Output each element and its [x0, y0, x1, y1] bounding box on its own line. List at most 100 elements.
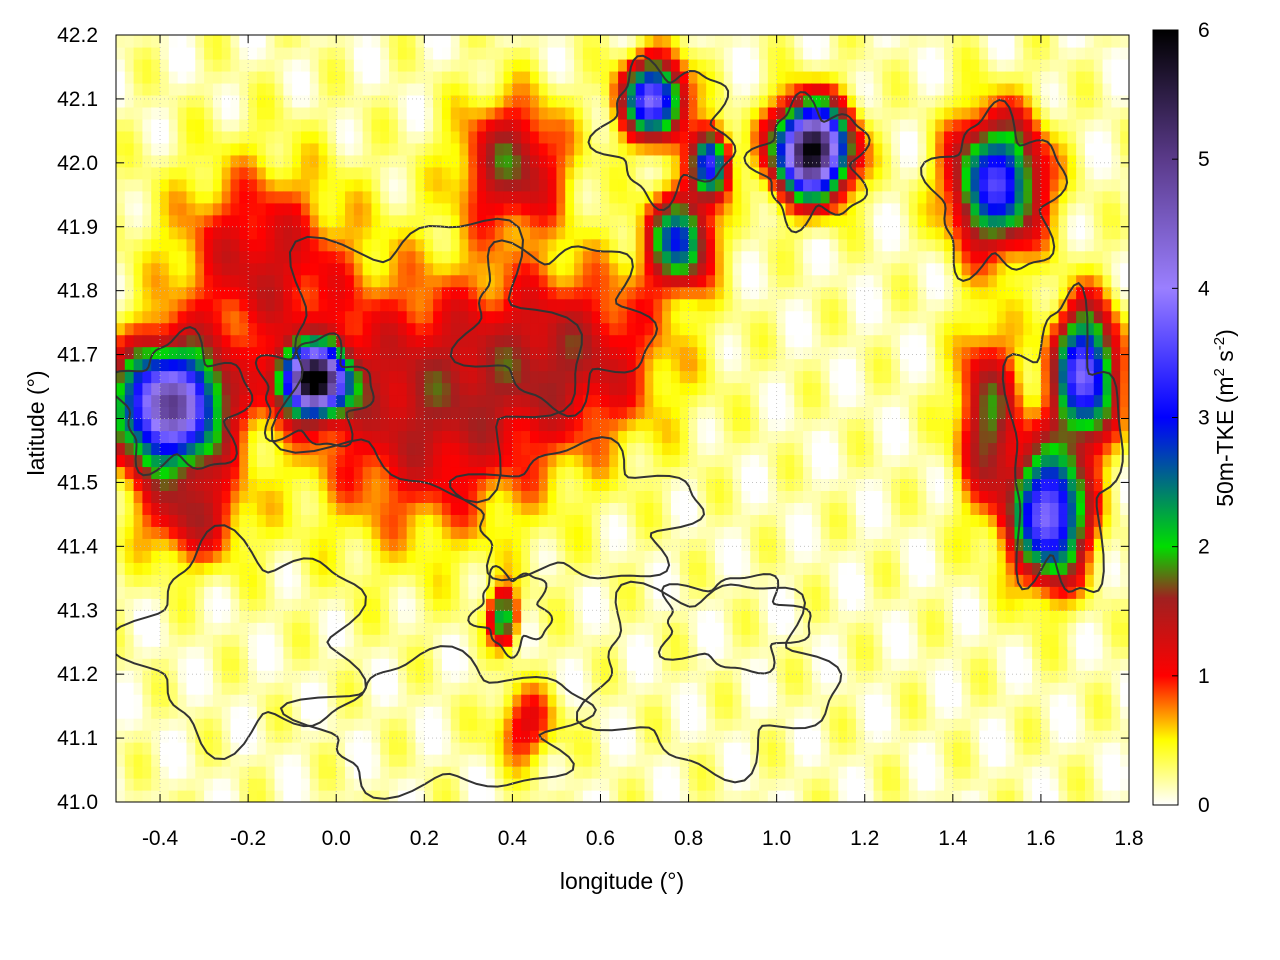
field-cell: [556, 58, 566, 72]
field-cell: [503, 766, 513, 779]
field-cell: [230, 82, 240, 96]
field-cell: [635, 82, 646, 96]
field-cell: [714, 142, 725, 156]
field-cell: [794, 550, 804, 563]
field-cell: [750, 766, 760, 779]
field-cell: [309, 262, 320, 276]
field-cell: [309, 382, 320, 396]
field-cell: [635, 58, 646, 72]
field-cell: [212, 658, 223, 671]
field-cell: [397, 466, 408, 480]
field-cell: [283, 466, 293, 480]
field-cell: [212, 250, 223, 264]
field-cell: [186, 526, 196, 539]
field-cell: [160, 82, 170, 96]
field-cell: [124, 118, 135, 132]
field-cell: [371, 526, 381, 539]
field-cell: [547, 130, 558, 144]
field-cell: [767, 274, 778, 288]
field-cell: [644, 142, 654, 156]
field-cell: [697, 142, 707, 156]
field-cell: [177, 682, 188, 695]
field-cell: [116, 310, 126, 324]
field-cell: [168, 754, 179, 767]
field-cell: [248, 778, 258, 791]
field-cell: [662, 310, 672, 324]
field-cell: [186, 166, 196, 180]
field-cell: [547, 442, 558, 456]
field-cell: [274, 322, 284, 336]
field-cell: [256, 430, 267, 444]
field-cell: [494, 742, 505, 755]
field-cell: [265, 346, 276, 360]
field-cell: [265, 562, 276, 575]
field-cell: [750, 154, 760, 168]
field-cell: [618, 610, 628, 623]
field-cell: [195, 526, 205, 539]
field-cell: [741, 430, 751, 444]
field-cell: [750, 610, 760, 623]
field-cell: [274, 526, 284, 539]
field-cell: [565, 550, 575, 563]
field-cell: [406, 238, 417, 252]
field-cell: [714, 154, 725, 168]
field-cell: [494, 778, 505, 791]
field-cell: [380, 622, 390, 635]
field-cell: [688, 778, 698, 791]
field-cell: [204, 178, 214, 192]
field-cell: [124, 622, 135, 635]
field-cell: [160, 202, 170, 216]
field-cell: [362, 430, 373, 444]
field-cell: [618, 550, 628, 563]
field-cell: [318, 190, 329, 204]
field-cell: [265, 430, 276, 444]
field-cell: [794, 490, 804, 503]
field-cell: [477, 502, 487, 515]
field-cell: [547, 94, 558, 108]
field-cell: [618, 706, 628, 719]
field-cell: [397, 94, 408, 108]
field-cell: [776, 250, 787, 264]
field-cell: [415, 490, 425, 503]
field-cell: [485, 670, 496, 683]
field-cell: [688, 634, 698, 647]
field-cell: [644, 274, 654, 288]
field-cell: [283, 478, 293, 491]
field-cell: [212, 778, 223, 791]
field-cell: [468, 718, 478, 731]
field-cell: [353, 670, 364, 683]
field-cell: [274, 130, 284, 144]
field-cell: [327, 58, 337, 72]
field-cell: [212, 682, 223, 695]
field-cell: [512, 382, 522, 396]
field-cell: [697, 58, 707, 72]
field-cell: [582, 418, 593, 432]
field-cell: [679, 658, 690, 671]
field-cell: [389, 694, 399, 707]
field-cell: [759, 490, 769, 503]
field-cell: [512, 766, 522, 779]
field-cell: [485, 130, 496, 144]
field-cell: [133, 202, 144, 216]
field-cell: [679, 358, 690, 372]
field-cell: [300, 490, 311, 503]
field-cell: [168, 46, 179, 60]
field-cell: [468, 35, 478, 48]
field-cell: [582, 394, 593, 408]
field-cell: [336, 226, 346, 240]
field-cell: [441, 298, 452, 312]
field-cell: [441, 274, 452, 288]
field-cell: [450, 142, 461, 156]
field-cell: [582, 742, 593, 755]
field-cell: [503, 526, 513, 539]
field-cell: [741, 706, 751, 719]
field-cell: [714, 94, 725, 108]
field-cell: [133, 490, 144, 503]
field-cell: [256, 35, 267, 48]
field-cell: [485, 406, 496, 420]
field-cell: [494, 658, 505, 671]
field-cell: [662, 35, 672, 48]
field-cell: [186, 586, 196, 599]
field-cell: [485, 202, 496, 216]
field-cell: [186, 442, 196, 456]
